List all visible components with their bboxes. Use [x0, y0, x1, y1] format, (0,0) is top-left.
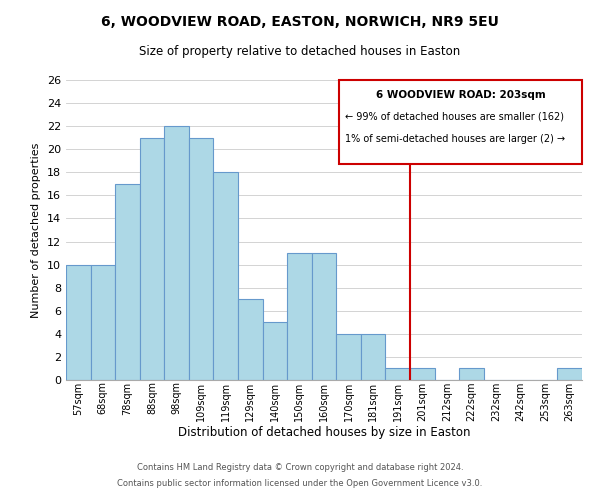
Bar	[336, 334, 361, 380]
Text: Size of property relative to detached houses in Easton: Size of property relative to detached ho…	[139, 45, 461, 58]
Bar	[91, 264, 115, 380]
Bar	[361, 334, 385, 380]
X-axis label: Distribution of detached houses by size in Easton: Distribution of detached houses by size …	[178, 426, 470, 440]
Text: 6, WOODVIEW ROAD, EASTON, NORWICH, NR9 5EU: 6, WOODVIEW ROAD, EASTON, NORWICH, NR9 5…	[101, 15, 499, 29]
Bar	[410, 368, 434, 380]
Bar	[189, 138, 214, 380]
Text: Contains HM Land Registry data © Crown copyright and database right 2024.: Contains HM Land Registry data © Crown c…	[137, 464, 463, 472]
Bar	[263, 322, 287, 380]
Bar	[459, 368, 484, 380]
Bar	[140, 138, 164, 380]
Y-axis label: Number of detached properties: Number of detached properties	[31, 142, 41, 318]
Text: 6 WOODVIEW ROAD: 203sqm: 6 WOODVIEW ROAD: 203sqm	[376, 90, 545, 101]
Bar	[164, 126, 189, 380]
Bar	[557, 368, 582, 380]
Bar	[238, 299, 263, 380]
Text: ← 99% of detached houses are smaller (162): ← 99% of detached houses are smaller (16…	[344, 112, 563, 122]
Bar	[287, 253, 312, 380]
FancyBboxPatch shape	[340, 80, 582, 164]
Text: 1% of semi-detached houses are larger (2) →: 1% of semi-detached houses are larger (2…	[344, 134, 565, 144]
Bar	[66, 264, 91, 380]
Bar	[115, 184, 140, 380]
Text: Contains public sector information licensed under the Open Government Licence v3: Contains public sector information licen…	[118, 478, 482, 488]
Bar	[214, 172, 238, 380]
Bar	[312, 253, 336, 380]
Bar	[385, 368, 410, 380]
